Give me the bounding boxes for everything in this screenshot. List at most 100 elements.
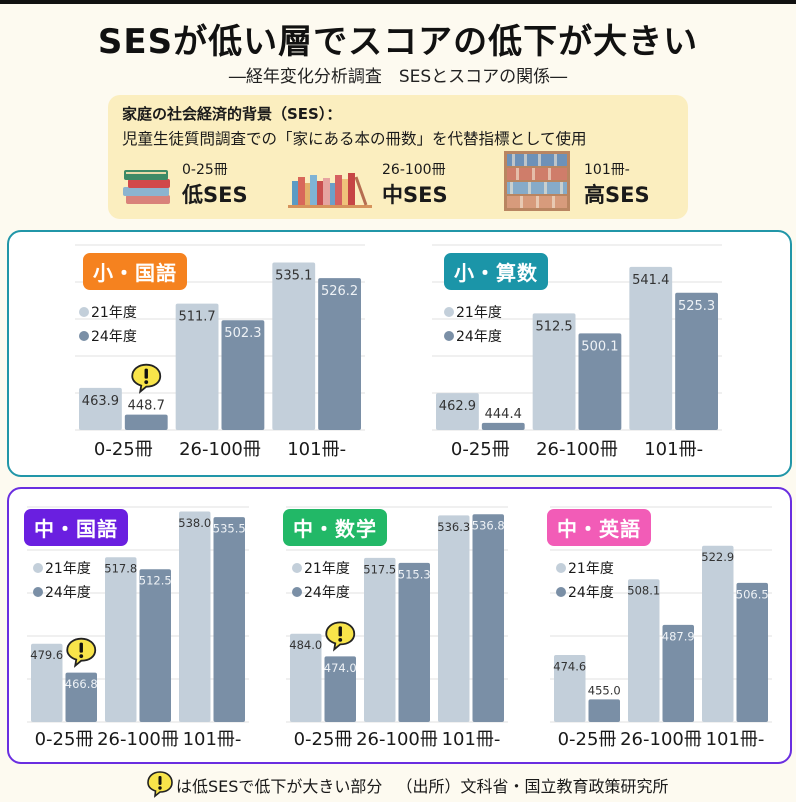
ses-range-high: 101冊-	[584, 162, 630, 178]
value-label: 511.7	[178, 310, 215, 325]
bar-s21-2	[438, 515, 470, 722]
value-label: 538.0	[178, 516, 211, 530]
bar-s21-1	[175, 303, 219, 430]
top-bar	[0, 0, 796, 4]
legend-item: 21年度	[556, 557, 614, 581]
legend-swatch	[292, 587, 302, 597]
x-tick-label: 0-25冊	[450, 439, 510, 460]
legend-item: 21年度	[444, 301, 502, 325]
value-label: 506.5	[736, 587, 769, 601]
book-row-icon	[288, 173, 372, 208]
chart-legend: 21年度 24年度	[444, 301, 502, 349]
value-label: 463.9	[82, 394, 119, 409]
chart-elem-japanese: 463.9 448.7 511.7 502.3 535.1 526.2 0-25冊 26-10…	[75, 244, 365, 470]
legend-item: 21年度	[33, 557, 91, 581]
bar-s21-2	[272, 262, 316, 430]
x-tick-label: 26-100冊	[536, 439, 618, 460]
legend-label: 24年度	[568, 585, 614, 601]
legend-label: 21年度	[45, 561, 91, 577]
ses-label-low: 低SES	[182, 183, 248, 207]
value-label: 536.8	[472, 519, 505, 533]
warning-bubble-icon	[131, 363, 162, 394]
subject-tag: 小・算数	[444, 253, 548, 290]
legend-label: 21年度	[456, 305, 502, 321]
x-tick-label: 26-100冊	[356, 729, 438, 750]
value-label: 487.9	[662, 629, 695, 643]
bar-s24-0	[124, 414, 168, 430]
x-tick-label: 0-25冊	[293, 729, 353, 750]
ses-level-high: 101冊- 高SES	[504, 151, 684, 213]
x-tick-label: 0-25冊	[557, 729, 617, 750]
bar-s21-1	[532, 313, 576, 430]
value-label: 466.8	[65, 677, 98, 691]
value-label: 517.8	[104, 562, 137, 576]
value-label: 525.3	[678, 299, 715, 314]
legend-label: 24年度	[304, 585, 350, 601]
subject-tag: 中・国語	[24, 509, 128, 546]
bar-s24-2	[318, 278, 361, 430]
value-label: 444.4	[485, 407, 522, 422]
value-label: 526.2	[321, 284, 358, 299]
footer: は低SESで低下が大きい部分 （出所）文科省・国立教育政策研究所	[146, 770, 668, 798]
value-label: 535.1	[275, 268, 312, 283]
x-tick-label: 101冊-	[441, 729, 501, 750]
ses-info-box: 家庭の社会経済的背景（SES）： 児童生徒質問調査での「家にある本の冊数」を代替…	[108, 95, 688, 219]
bar-s24-1	[578, 333, 622, 430]
bookshelf-icon	[504, 151, 570, 211]
bar-s24-2	[472, 514, 504, 722]
legend-swatch	[33, 563, 43, 573]
subject-tag: 中・数学	[283, 509, 387, 546]
x-tick-label: 26-100冊	[620, 729, 702, 750]
x-tick-label: 101冊-	[705, 729, 765, 750]
bar-s21-2	[702, 545, 734, 722]
bar-s24-0	[324, 656, 356, 722]
legend-item: 24年度	[33, 581, 91, 605]
chart-jr-english: 474.6 455.0 508.1 487.9 522.9 506.5 0-25冊 26-10…	[547, 506, 772, 762]
bar-s24-2	[736, 582, 768, 722]
bar-s21-1	[364, 557, 396, 722]
page-title: SESが低い層でスコアの低下が大きい	[97, 22, 699, 62]
bar-s24-0	[588, 699, 620, 722]
bar-s24-2	[213, 517, 245, 722]
bar-s21-1	[628, 579, 660, 722]
legend-item: 24年度	[292, 581, 350, 605]
value-label: 522.9	[701, 550, 734, 564]
ses-level-mid: 26-100冊 中SES	[286, 157, 486, 213]
value-label: 462.9	[439, 399, 476, 414]
bar-s21-0	[31, 643, 63, 722]
bar-s24-1	[398, 562, 430, 722]
chart-plot-area: 462.9 444.4 512.5 500.1 541.4 525.3	[432, 244, 722, 431]
value-label: 512.5	[535, 319, 572, 334]
stacked-books-icon	[123, 170, 170, 204]
value-label: 500.1	[581, 339, 618, 354]
legend-swatch	[444, 307, 454, 317]
value-label: 541.4	[632, 273, 669, 288]
ses-description: 児童生徒質問調査での「家にある本の冊数」を代替指標として使用	[122, 130, 587, 148]
legend-label: 24年度	[91, 329, 137, 345]
bar-s21-0	[290, 633, 322, 722]
chart-legend: 21年度 24年度	[556, 557, 614, 605]
ses-range-low: 0-25冊	[182, 162, 228, 178]
legend-swatch	[444, 331, 454, 341]
value-label: 448.7	[128, 399, 165, 414]
bar-s24-1	[221, 320, 265, 430]
page-subtitle: ―経年変化分析調査 SESとスコアの関係―	[228, 67, 568, 87]
bar-s24-0	[481, 422, 525, 430]
value-label: 515.3	[398, 567, 431, 581]
value-label: 455.0	[588, 683, 621, 697]
bar-s21-0	[79, 387, 122, 430]
legend-swatch	[556, 563, 566, 573]
ses-range-mid: 26-100冊	[382, 162, 446, 178]
chart-legend: 21年度 24年度	[79, 301, 137, 349]
warning-bubble-icon	[147, 771, 173, 798]
bar-s21-2	[629, 266, 673, 430]
x-tick-label: 101冊-	[287, 439, 347, 460]
x-tick-label: 101冊-	[182, 729, 242, 750]
legend-item: 24年度	[556, 581, 614, 605]
ses-heading: 家庭の社会経済的背景（SES）：	[122, 105, 342, 123]
bar-s21-0	[436, 393, 479, 430]
footer-note: は低SESで低下が大きい部分	[176, 777, 383, 796]
legend-item: 24年度	[79, 325, 137, 349]
